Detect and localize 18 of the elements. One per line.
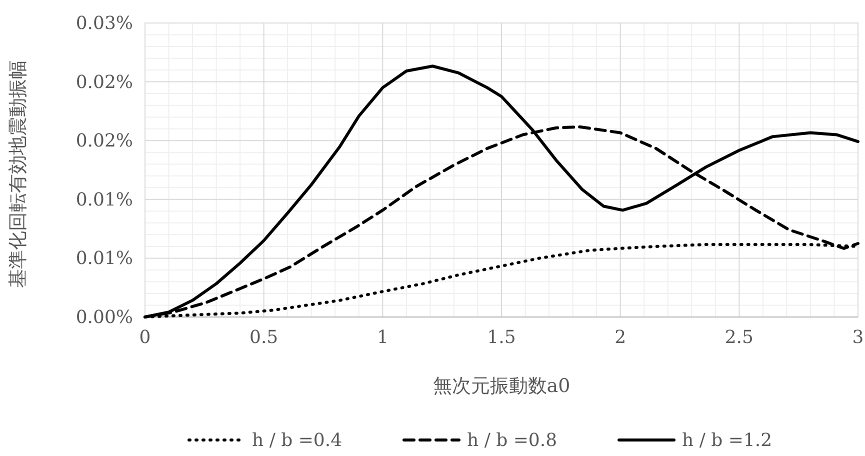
y-axis-title: 基準化回転有効地震動振幅 <box>7 60 29 288</box>
x-tick-label: 0.5 <box>250 327 278 348</box>
x-tick-label: 2 <box>614 327 626 348</box>
legend-label: h / b =0.4 <box>252 430 342 451</box>
x-tick-label: 2.5 <box>724 327 754 348</box>
y-tick-label: 0.02% <box>76 72 133 93</box>
y-tick-label: 0.01% <box>76 189 133 210</box>
y-tick-label: 0.01% <box>76 248 133 270</box>
y-tick-label: 0.02% <box>76 130 133 152</box>
x-tick-label: 3 <box>852 327 864 348</box>
x-axis-title: 無次元振動数a0 <box>432 375 570 397</box>
x-tick-label: 1 <box>376 327 388 348</box>
y-tick-label: 0.03% <box>76 13 133 34</box>
x-tick-label: 1.5 <box>487 327 516 348</box>
y-tick-label: 0.00% <box>76 307 133 328</box>
legend-label: h / b =1.2 <box>682 430 772 451</box>
legend-label: h / b =0.8 <box>467 430 558 451</box>
x-tick-label: 0 <box>139 327 151 348</box>
